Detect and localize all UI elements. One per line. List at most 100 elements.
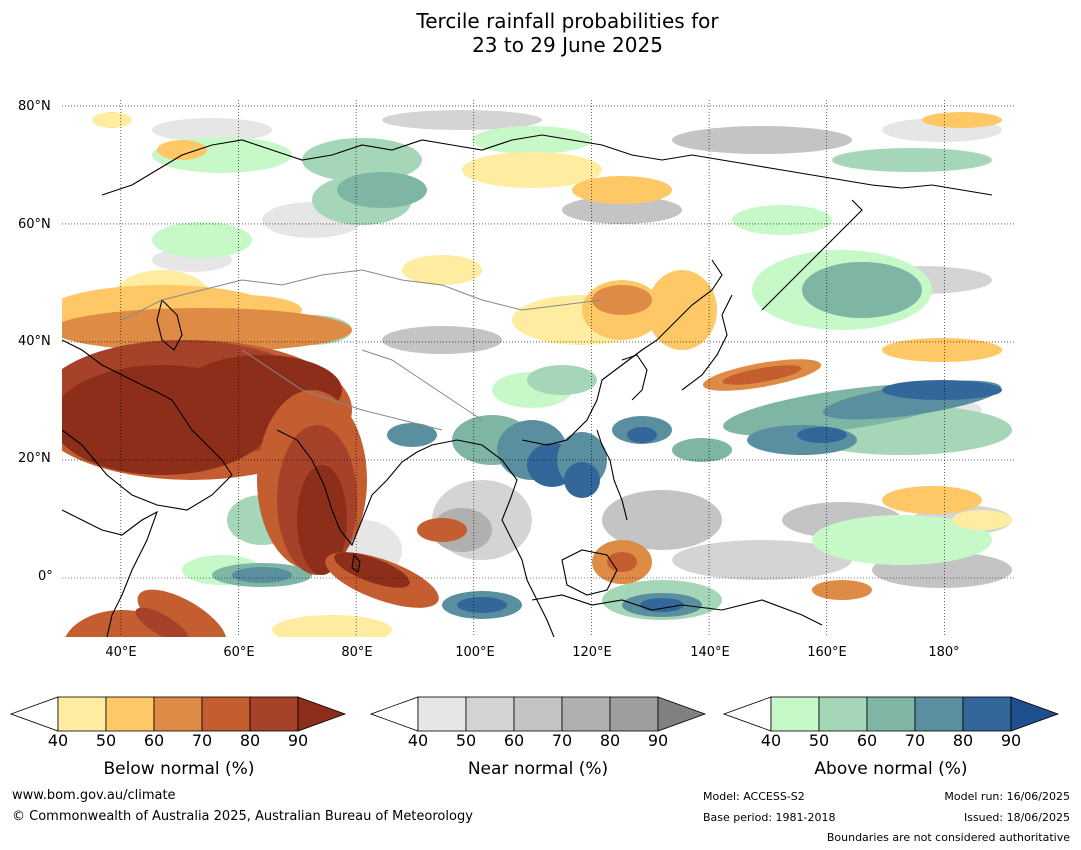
probability-region [457, 597, 507, 613]
probability-region [672, 126, 852, 154]
colorbar-tick-label: 60 [503, 731, 525, 750]
copyright-text: © Commonwealth of Australia 2025, Austra… [12, 809, 473, 824]
colorbar-label-below: Below normal (%) [103, 759, 255, 779]
colorbar-tick-label: 80 [599, 731, 621, 750]
colorbar-above [723, 696, 1061, 732]
coastline-indonesia [531, 594, 823, 626]
probability-region [337, 172, 427, 208]
probability-region [812, 515, 992, 565]
probability-region [802, 262, 922, 318]
colorbar-tick-label: 40 [407, 731, 429, 750]
probability-region [297, 465, 347, 575]
colorbar-segment [153, 696, 203, 732]
colorbar-tick-label: 80 [239, 731, 261, 750]
coastline-japan [681, 294, 733, 391]
colorbar-segment [609, 696, 659, 732]
colorbar-segment [770, 696, 820, 732]
probability-region [882, 380, 1002, 400]
probability-region [135, 607, 189, 637]
model-name: Model: ACCESS-S2 [703, 790, 805, 803]
lon-label-140e: 140°E [690, 645, 730, 660]
probability-region [417, 518, 467, 542]
coastline-india [276, 429, 418, 547]
probability-region [722, 365, 802, 385]
probability-region [797, 427, 847, 443]
coastline-caspian [156, 298, 183, 351]
lon-label-160e: 160°E [807, 645, 847, 660]
probability-region [152, 222, 252, 258]
colorbar-segment [249, 696, 299, 732]
colorbar-segment [57, 696, 107, 732]
colorbar-segment [962, 696, 1012, 732]
colorbar-tick-label: 90 [287, 731, 309, 750]
probability-region [62, 308, 352, 352]
coastline-se-asia [416, 439, 555, 637]
probability-region [672, 540, 852, 580]
coastline-arctic [101, 134, 993, 196]
colorbar-tick-label: 70 [551, 731, 573, 750]
coastline-china [521, 259, 723, 446]
colorbar-segment [201, 696, 251, 732]
colorbar-tick-label: 40 [760, 731, 782, 750]
colorbar-segment [818, 696, 868, 732]
colorbar-tick-label: 50 [95, 731, 117, 750]
colorbar-extend-low [723, 696, 772, 732]
colorbar-segment [417, 696, 467, 732]
probability-region [382, 110, 542, 130]
colorbar-extend-high [297, 696, 347, 732]
lat-label-40n: 40°N [18, 334, 51, 349]
colorbar-tick-label: 50 [455, 731, 477, 750]
coastline-africa [62, 509, 158, 637]
probability-region [922, 112, 1002, 128]
coastline-arabia [62, 339, 233, 511]
probability-region [812, 580, 872, 600]
coastline-sri-lanka [351, 553, 361, 573]
colorbar-extend-low [10, 696, 59, 732]
colorbar-segment [513, 696, 563, 732]
coastline-philippines [596, 429, 628, 521]
lat-label-20n: 20°N [18, 451, 51, 466]
boundaries-disclaimer: Boundaries are not considered authoritat… [826, 831, 1070, 844]
probability-region [602, 490, 722, 550]
website-link[interactable]: www.bom.gov.au/climate [12, 788, 176, 803]
probability-region [882, 486, 982, 514]
border-lines [121, 269, 603, 431]
probability-region [832, 148, 992, 172]
coastline-borneo [561, 549, 618, 596]
rainfall-probability-map [62, 100, 1015, 637]
model-run-date: Model run: 16/06/2025 [944, 790, 1070, 803]
probability-region [272, 615, 392, 637]
colorbar-tick-label: 70 [904, 731, 926, 750]
probability-region [462, 152, 602, 188]
probability-region [137, 589, 227, 637]
probability-region [647, 270, 717, 350]
coastline-korea [621, 354, 648, 401]
lon-label-60e: 60°E [223, 645, 255, 660]
probability-region [402, 255, 482, 285]
probability-region [232, 567, 292, 583]
probability-region [562, 196, 682, 224]
lon-label-120e: 120°E [572, 645, 612, 660]
lon-label-80e: 80°E [341, 645, 373, 660]
probability-region [387, 423, 437, 447]
colorbar-tick-label: 60 [143, 731, 165, 750]
colorbar-tick-label: 60 [856, 731, 878, 750]
colorbar-segment [914, 696, 964, 732]
probability-region [882, 338, 1002, 362]
colorbar-label-above: Above normal (%) [814, 759, 968, 779]
probability-region [157, 140, 207, 160]
probability-region [302, 138, 422, 182]
probability-region [952, 510, 1012, 530]
lat-label-60n: 60°N [18, 217, 51, 232]
colorbar-tick-label: 50 [808, 731, 830, 750]
probability-region [572, 176, 672, 204]
issued-date: Issued: 18/06/2025 [963, 811, 1070, 824]
probability-region [640, 598, 684, 612]
colorbar-tick-label: 40 [47, 731, 69, 750]
title-line-2: 23 to 29 June 2025 [472, 33, 663, 57]
lat-label-0: 0° [38, 569, 53, 584]
colorbar-near [370, 696, 708, 732]
colorbar-label-near: Near normal (%) [467, 759, 609, 779]
probability-region [564, 462, 600, 498]
colorbar-extend-high [1010, 696, 1060, 732]
